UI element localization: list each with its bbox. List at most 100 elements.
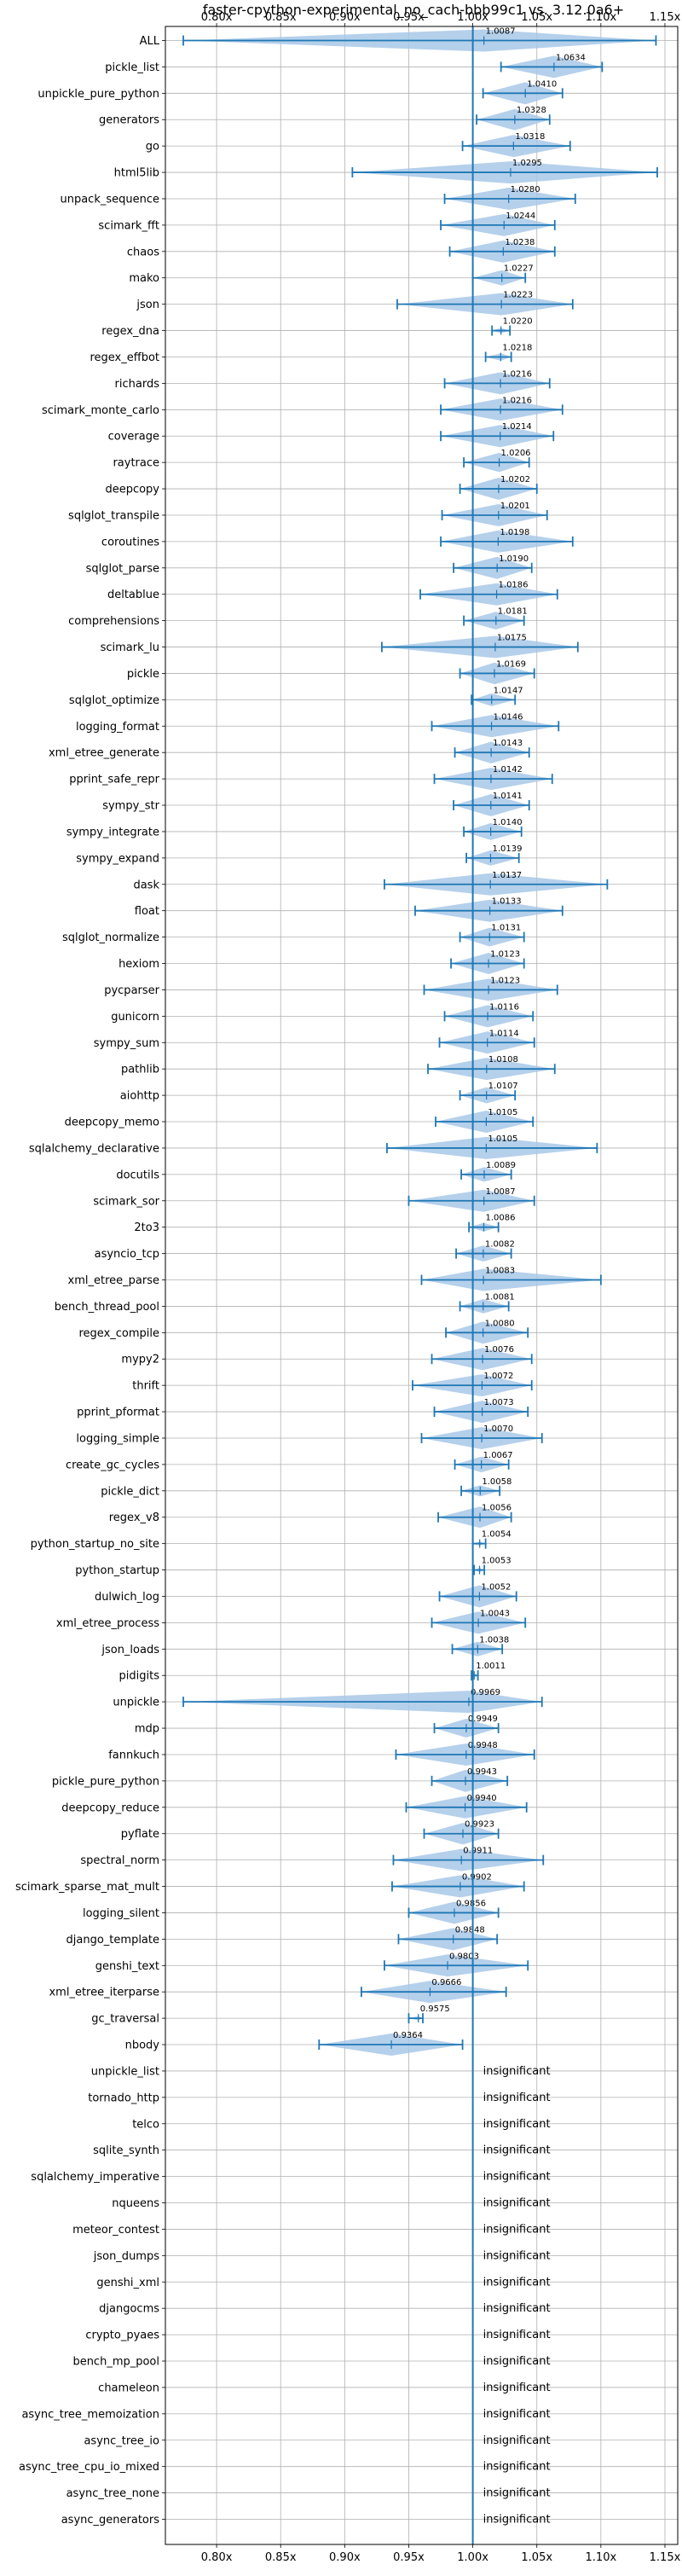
plot-frame <box>165 26 679 2545</box>
value-label: 1.0070 <box>483 1424 513 1434</box>
insignificant-label: insignificant <box>483 2249 551 2262</box>
benchmark-row: json 1.0223 <box>136 291 574 316</box>
benchmark-row: sqlalchemy_imperative insignificant <box>31 2171 550 2184</box>
benchmark-row: coverage 1.0214 <box>108 422 555 448</box>
x-tick-label-bottom: 0.95x <box>393 2551 425 2564</box>
benchmark-name: asyncio_tcp <box>95 1248 159 1261</box>
value-label: 0.9666 <box>431 1978 461 1987</box>
benchmark-name: mako <box>129 272 159 285</box>
insignificant-label: insignificant <box>483 2065 551 2078</box>
benchmark-row: xml_etree_generate 1.0143 <box>49 739 530 763</box>
insignificant-label: insignificant <box>483 2329 551 2341</box>
benchmark-name: pickle_pure_python <box>52 1775 159 1788</box>
value-label: 1.0053 <box>482 1557 512 1566</box>
benchmark-row: unpack_sequence 1.0280 <box>60 185 576 210</box>
benchmark-name: sympy_integrate <box>66 826 159 838</box>
benchmark-name: djangocms <box>99 2303 159 2316</box>
insignificant-label: insignificant <box>483 2302 551 2315</box>
benchmark-row: scimark_sparse_mat_mult 0.9902 <box>15 1873 525 1898</box>
benchmark-name: meteor_contest <box>72 2224 159 2237</box>
benchmark-name: pycparser <box>104 984 159 997</box>
benchmark-row: genshi_xml insignificant <box>96 2276 550 2289</box>
value-label: 0.9575 <box>420 2005 450 2014</box>
benchmark-name: dulwich_log <box>95 1591 159 1604</box>
value-label: 1.0181 <box>498 607 528 617</box>
benchmark-name: logging_format <box>76 721 159 734</box>
value-label: 1.0218 <box>502 343 532 352</box>
benchmark-row: float 1.0133 <box>135 897 564 922</box>
insignificant-label: insignificant <box>483 2514 551 2527</box>
value-label: 1.0043 <box>480 1609 510 1618</box>
value-label: 1.0169 <box>496 659 526 669</box>
benchmark-name: pprint_pformat <box>77 1407 159 1419</box>
benchmark-name: spectral_norm <box>80 1854 159 1867</box>
benchmark-row: html5lib 1.0295 <box>114 159 658 184</box>
benchmark-row: nbody 0.9364 <box>125 2031 464 2057</box>
value-label: 1.0073 <box>484 1398 514 1407</box>
benchmark-name: sqlglot_optimize <box>69 694 159 707</box>
benchmark-row: pickle_dict 1.0058 <box>101 1477 512 1499</box>
value-label: 0.9943 <box>467 1767 497 1777</box>
benchmark-name: float <box>135 905 159 918</box>
benchmark-name: ALL <box>140 35 160 48</box>
benchmark-row: django_template 0.9848 <box>66 1925 499 1951</box>
benchmark-name: genshi_xml <box>96 2277 159 2289</box>
benchmark-row: deepcopy 1.0202 <box>105 475 538 501</box>
x-ticks-top: 0.80x 0.85x 0.90x 0.95x 1.00x 1.05x 1.10x 1.15x <box>201 11 681 26</box>
benchmark-row: raytrace 1.0206 <box>113 449 531 473</box>
benchmark-name: json_dumps <box>93 2250 159 2263</box>
value-label: 1.0216 <box>502 396 532 405</box>
benchmark-row: async_tree_none insignificant <box>66 2487 551 2501</box>
benchmark-row: create_gc_cycles 1.0067 <box>66 1451 513 1473</box>
insignificant-label: insignificant <box>483 2382 551 2394</box>
benchmark-name: fannkuch <box>108 1749 159 1761</box>
insignificant-label: insignificant <box>483 2434 551 2447</box>
benchmark-name: mdp <box>135 1723 159 1736</box>
value-label: 1.0080 <box>485 1319 515 1328</box>
benchmark-row: hexiom 1.0123 <box>118 950 525 975</box>
value-label: 1.0410 <box>527 79 557 89</box>
value-label: 1.0087 <box>486 1187 516 1197</box>
benchmark-name: unpickle_list <box>91 2065 159 2078</box>
value-label: 0.9902 <box>462 1873 492 1883</box>
benchmark-name: deepcopy_memo <box>65 1117 159 1129</box>
benchmark-name: create_gc_cycles <box>66 1459 159 1471</box>
benchmark-row: pycparser 1.0123 <box>104 976 558 1001</box>
value-label: 1.0105 <box>488 1134 517 1144</box>
value-label: 1.0058 <box>482 1477 512 1487</box>
benchmark-name: go <box>146 141 159 154</box>
insignificant-label: insignificant <box>483 2461 551 2474</box>
value-label: 1.0216 <box>502 369 532 379</box>
insignificant-label: insignificant <box>483 2408 551 2421</box>
benchmark-name: xml_etree_process <box>56 1617 159 1630</box>
benchmark-name: sympy_str <box>102 800 159 813</box>
value-label: 1.0141 <box>493 792 523 801</box>
value-label: 0.9969 <box>471 1688 500 1697</box>
benchmark-name: thrift <box>132 1380 159 1393</box>
benchmark-row: pprint_safe_repr 1.0142 <box>69 765 553 791</box>
benchmark-name: python_startup_no_site <box>31 1538 159 1551</box>
benchmark-row: async_tree_memoization insignificant <box>21 2408 550 2422</box>
benchmark-name: hexiom <box>118 958 159 971</box>
benchmark-name: genshi_text <box>95 1960 159 1973</box>
benchmark-name: logging_silent <box>83 1907 159 1920</box>
benchmark-row: logging_format 1.0146 <box>76 712 560 738</box>
benchmark-row: sqlglot_normalize 1.0131 <box>62 924 525 947</box>
benchmark-row: regex_dna 1.0220 <box>101 317 532 339</box>
chart-title: faster-cpython-experimental_no_cach-bbb9… <box>203 2 624 19</box>
benchmark-row: regex_compile 1.0080 <box>78 1319 529 1344</box>
benchmark-row: telco insignificant <box>132 2118 550 2132</box>
x-tick-label-bottom: 0.85x <box>265 2551 297 2564</box>
value-label: 0.9940 <box>467 1794 497 1803</box>
benchmark-row: aiohttp 1.0107 <box>120 1082 518 1104</box>
benchmark-row: logging_silent 0.9856 <box>83 1899 500 1924</box>
benchmark-name: scimark_sor <box>93 1195 159 1208</box>
benchmark-name: chaos <box>127 246 159 258</box>
benchmark-row: sympy_expand 1.0139 <box>76 844 522 866</box>
grid <box>165 26 678 2544</box>
benchmark-name: regex_effbot <box>90 351 159 364</box>
value-label: 1.0142 <box>493 765 523 775</box>
benchmark-name: xml_etree_generate <box>49 747 159 760</box>
benchmark-name: pickle_list <box>105 61 159 74</box>
value-label: 1.0220 <box>503 317 533 327</box>
